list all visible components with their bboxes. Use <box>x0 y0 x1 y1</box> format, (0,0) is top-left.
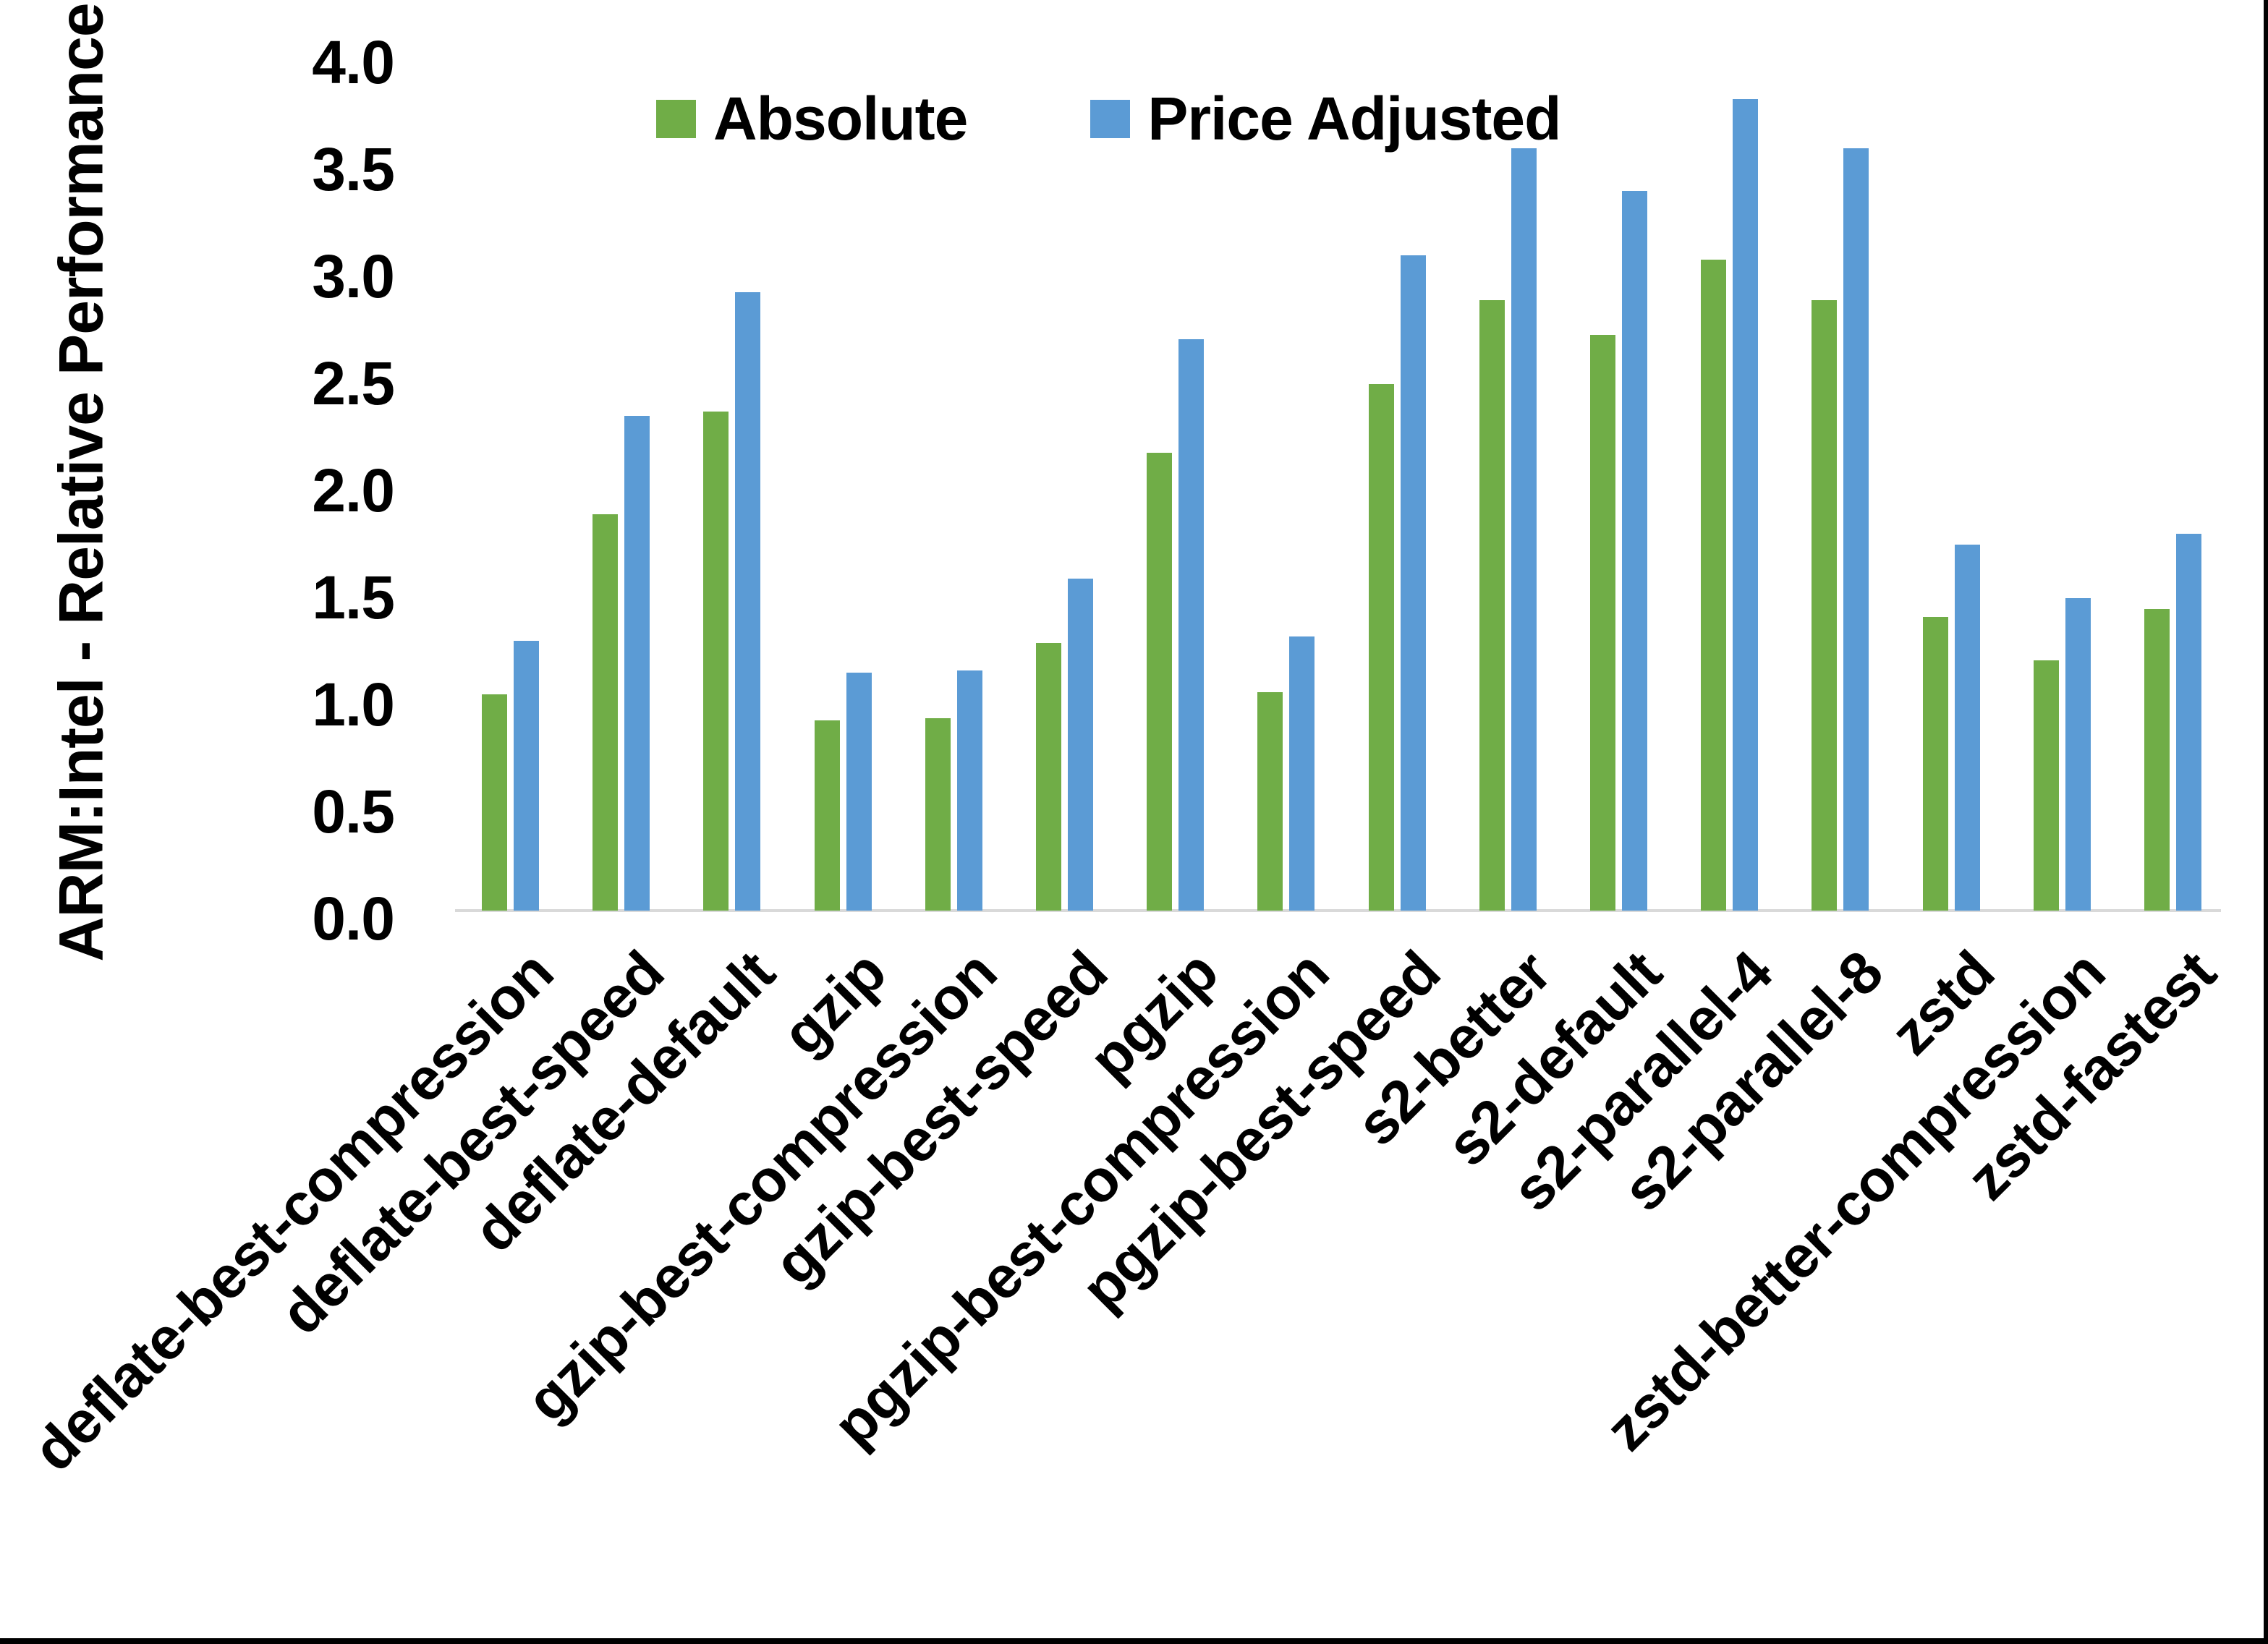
bar-price-adjusted-pgzip <box>1178 339 1204 911</box>
bar-price-adjusted-gzip-best-speed <box>1068 579 1093 911</box>
legend-swatch-absolute <box>656 99 696 138</box>
legend-item-price-adjusted: Price Adjusted <box>1090 85 1561 153</box>
bar-absolute-s2-parallel-8 <box>1812 300 1837 911</box>
bar-absolute-pgzip-best-compression <box>1257 692 1283 911</box>
legend: Absolute Price Adjusted <box>656 85 1561 153</box>
bar-price-adjusted-gzip-best-compression <box>957 670 982 911</box>
y-axis-title: ARM:Intel - Relative Performance <box>46 3 116 962</box>
bar-price-adjusted-deflate-best-compression <box>514 641 539 911</box>
legend-item-absolute: Absolute <box>656 85 968 153</box>
bar-absolute-s2-better <box>1479 300 1505 911</box>
bar-price-adjusted-s2-better <box>1511 148 1537 911</box>
y-tick-0.0: 0.0 <box>312 885 395 953</box>
bar-price-adjusted-zstd <box>1955 545 1980 911</box>
y-tick-2.5: 2.5 <box>312 349 395 417</box>
bar-absolute-pgzip <box>1147 453 1172 911</box>
legend-label-price-adjusted: Price Adjusted <box>1147 85 1561 153</box>
bar-absolute-zstd-better-compression <box>2034 660 2059 911</box>
bar-price-adjusted-zstd-better-compression <box>2065 598 2091 911</box>
bar-price-adjusted-gzip <box>846 673 872 911</box>
bar-absolute-zstd-fastest <box>2144 609 2170 911</box>
bar-price-adjusted-zstd-fastest <box>2176 534 2201 911</box>
bar-price-adjusted-s2-parallel-4 <box>1733 99 1758 911</box>
bar-price-adjusted-deflate-best-speed <box>624 416 650 911</box>
y-tick-1.0: 1.0 <box>312 670 395 738</box>
right-border <box>2264 0 2268 1644</box>
bar-absolute-s2-default <box>1590 335 1615 911</box>
bar-absolute-deflate-default <box>703 412 729 911</box>
plot-area <box>455 54 2221 912</box>
bar-price-adjusted-deflate-default <box>735 292 760 911</box>
bar-price-adjusted-pgzip-best-speed <box>1401 255 1426 911</box>
y-tick-3.0: 3.0 <box>312 242 395 310</box>
bar-absolute-s2-parallel-4 <box>1701 260 1726 911</box>
bar-absolute-deflate-best-speed <box>593 514 618 911</box>
y-tick-1.5: 1.5 <box>312 563 395 631</box>
bottom-border <box>0 1638 2268 1644</box>
bar-absolute-gzip-best-compression <box>925 718 951 911</box>
bar-price-adjusted-s2-parallel-8 <box>1843 148 1869 911</box>
bar-absolute-zstd <box>1923 617 1948 911</box>
bar-price-adjusted-pgzip-best-compression <box>1289 636 1314 911</box>
x-axis-line <box>455 909 2221 912</box>
legend-swatch-price-adjusted <box>1090 99 1131 138</box>
y-tick-4.0: 4.0 <box>312 28 395 96</box>
bar-absolute-pgzip-best-speed <box>1369 384 1394 911</box>
bar-price-adjusted-s2-default <box>1622 191 1647 911</box>
bar-absolute-gzip <box>815 720 840 911</box>
y-tick-3.5: 3.5 <box>312 135 395 203</box>
bar-absolute-gzip-best-speed <box>1036 643 1061 911</box>
legend-label-absolute: Absolute <box>713 85 968 153</box>
bar-absolute-deflate-best-compression <box>482 694 507 911</box>
y-tick-2.0: 2.0 <box>312 456 395 524</box>
y-tick-0.5: 0.5 <box>312 778 395 846</box>
